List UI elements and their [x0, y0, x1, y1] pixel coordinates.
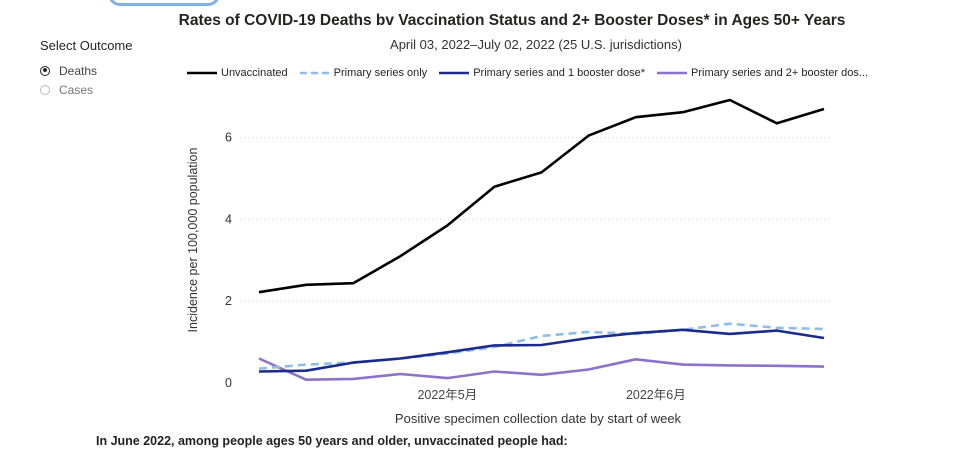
x-axis-label: Positive specimen collection date by sta…	[395, 411, 682, 426]
outcome-selector: Select Outcome Deaths Cases	[40, 38, 133, 99]
outcome-selector-label: Select Outcome	[40, 38, 133, 53]
x-axis-ticks: 2022年5月 2022年6月	[417, 388, 685, 402]
legend-label: Unvaccinated	[221, 67, 288, 79]
outcome-option-cases[interactable]: Cases	[40, 80, 133, 99]
chart-legend: Unvaccinated Primary series only Primary…	[187, 67, 880, 79]
legend-item-one-booster[interactable]: Primary series and 1 booster dose*	[439, 67, 645, 79]
legend-line-swatch	[299, 71, 330, 75]
legend-item-primary-series[interactable]: Primary series only	[299, 67, 428, 79]
y-tick-label: 0	[225, 376, 232, 390]
legend-label: Primary series and 2+ booster dos...	[691, 67, 868, 79]
chart-subtitle: April 03, 2022–July 02, 2022 (25 U.S. ju…	[390, 37, 682, 52]
legend-label: Primary series only	[333, 67, 428, 79]
radio-selected-icon[interactable]	[40, 65, 50, 76]
legend-item-unvaccinated[interactable]: Unvaccinated	[187, 67, 288, 79]
y-tick-label: 4	[225, 212, 232, 226]
y-tick-label: 6	[225, 131, 232, 145]
series-line-2[interactable]	[258, 328, 825, 373]
summary-text: In June 2022, among people ages 50 years…	[96, 434, 568, 448]
legend-line-swatch	[657, 71, 687, 75]
x-tick-label: 2022年6月	[626, 388, 686, 402]
series-line-0[interactable]	[258, 98, 825, 294]
chart-gridlines	[240, 137, 832, 302]
legend-item-two-boosters[interactable]: Primary series and 2+ booster dos...	[657, 67, 868, 79]
legend-line-swatch	[187, 71, 217, 75]
series-line-3[interactable]	[258, 357, 825, 381]
legend-label: Primary series and 1 booster dose*	[473, 67, 645, 79]
outcome-option-deaths[interactable]: Deaths	[40, 61, 133, 80]
outcome-option-label: Deaths	[59, 63, 98, 78]
radio-unselected-icon[interactable]	[40, 84, 50, 95]
y-axis-label: Incidence per 100,000 population	[186, 148, 200, 333]
y-axis-ticks: 0 2 4 6	[225, 131, 232, 390]
legend-line-swatch	[439, 71, 470, 75]
outcome-option-label: Cases	[59, 82, 94, 97]
chart-title: Rates of COVID-19 Deaths bv Vaccination …	[178, 12, 846, 29]
series-lines	[258, 98, 825, 381]
y-tick-label: 2	[225, 294, 232, 308]
x-tick-label: 2022年5月	[417, 388, 477, 402]
